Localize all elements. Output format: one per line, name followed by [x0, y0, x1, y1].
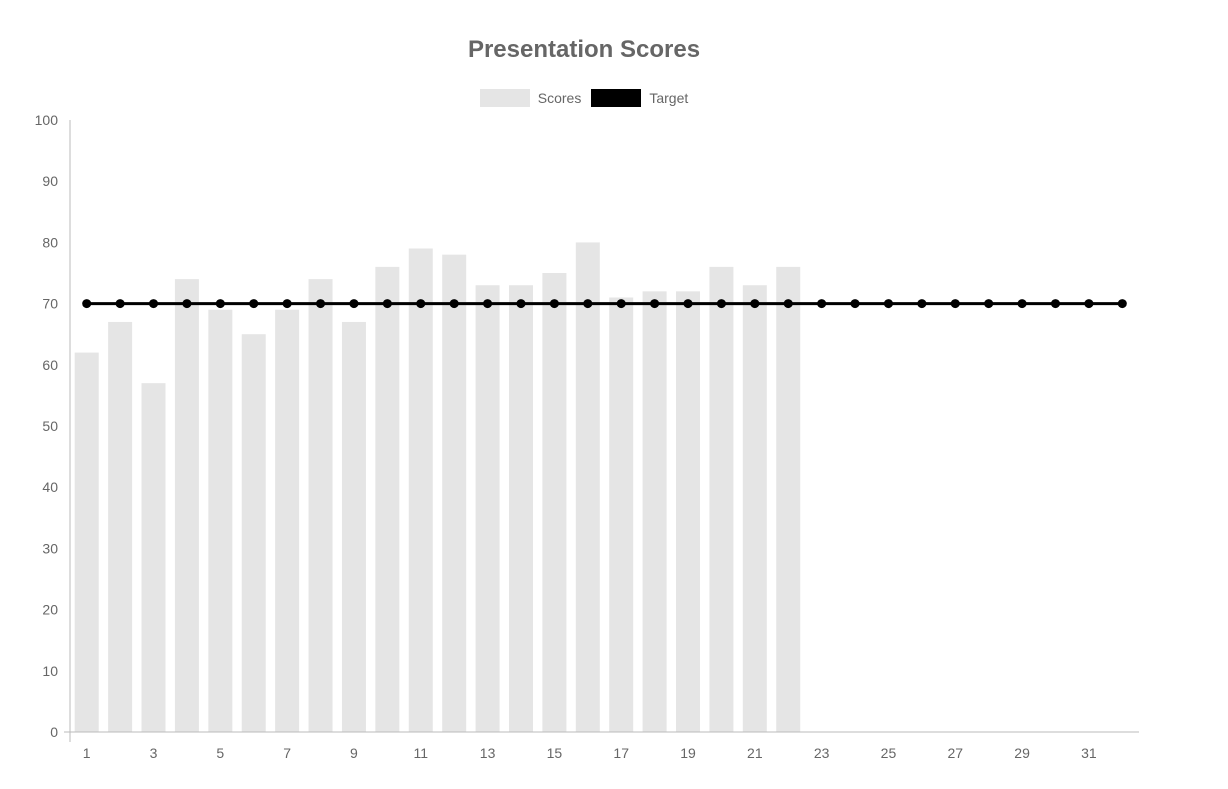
target-point	[282, 299, 292, 309]
legend-label-target: Target	[649, 90, 689, 106]
y-tick-label: 100	[35, 112, 59, 128]
x-tick-label: 21	[747, 745, 763, 761]
x-tick-label: 15	[547, 745, 563, 761]
legend-label-scores: Scores	[537, 90, 582, 106]
target-point	[149, 299, 159, 309]
score-bar	[174, 279, 199, 732]
x-tick-label: 29	[1014, 745, 1030, 761]
score-bar	[776, 266, 801, 732]
target-point	[549, 299, 559, 309]
score-bar	[508, 285, 533, 732]
legend-item-scores[interactable]: Scores	[479, 89, 582, 107]
y-tick-label: 80	[42, 234, 58, 250]
legend-swatch-scores	[479, 89, 530, 107]
x-axis-tick-labels: 1 3 5 7 9 11 13 15 17 19 21 23 25 27 29 31	[83, 745, 1097, 761]
x-tick-label: 31	[1081, 745, 1097, 761]
target-point	[616, 299, 626, 309]
x-tick-label: 17	[613, 745, 629, 761]
y-tick-label: 50	[42, 418, 58, 434]
axes	[64, 120, 1139, 742]
score-bar	[308, 279, 333, 732]
legend-swatch-target	[591, 89, 642, 107]
target-point	[716, 299, 726, 309]
target-point	[215, 299, 225, 309]
legend-item-target[interactable]: Target	[591, 89, 688, 107]
target-point	[1084, 299, 1094, 309]
target-point	[817, 299, 827, 309]
y-tick-label: 40	[42, 479, 58, 495]
target-point	[182, 299, 192, 309]
x-tick-label: 1	[83, 745, 91, 761]
target-point	[1117, 299, 1127, 309]
target-point	[516, 299, 526, 309]
y-tick-label: 90	[42, 173, 58, 189]
y-axis-tick-labels: 0 10 20 30 40 50 60 70 80 90 100	[35, 112, 59, 740]
score-bar	[408, 248, 433, 732]
score-bar	[241, 334, 266, 732]
x-tick-label: 27	[947, 745, 963, 761]
target-point	[382, 299, 392, 309]
target-point	[850, 299, 860, 309]
y-tick-label: 30	[42, 540, 58, 556]
score-bar	[108, 321, 133, 732]
target-point	[950, 299, 960, 309]
x-tick-label: 9	[350, 745, 358, 761]
target-point	[449, 299, 459, 309]
target-point	[917, 299, 927, 309]
score-bar	[742, 285, 767, 732]
target-point	[249, 299, 259, 309]
target-point	[650, 299, 660, 309]
target-point	[1050, 299, 1060, 309]
target-point	[883, 299, 893, 309]
score-bar	[642, 291, 667, 732]
score-bar	[542, 273, 567, 732]
score-bar	[275, 309, 300, 732]
target-point	[483, 299, 493, 309]
x-tick-label: 23	[814, 745, 830, 761]
x-tick-label: 3	[150, 745, 158, 761]
target-line-series	[82, 299, 1127, 309]
target-point	[416, 299, 426, 309]
score-bar	[609, 297, 634, 732]
target-point	[750, 299, 760, 309]
x-tick-label: 25	[881, 745, 897, 761]
y-tick-label: 20	[42, 602, 58, 618]
legend: Scores Target	[0, 89, 1168, 107]
x-tick-label: 5	[216, 745, 224, 761]
y-tick-label: 70	[42, 296, 58, 312]
target-point	[583, 299, 593, 309]
target-point	[115, 299, 125, 309]
y-tick-label: 0	[50, 724, 58, 740]
score-bar	[74, 352, 99, 732]
x-tick-label: 11	[413, 745, 428, 761]
score-bar	[575, 242, 600, 732]
x-tick-label: 19	[680, 745, 696, 761]
score-bar	[141, 383, 166, 732]
y-tick-label: 10	[42, 663, 58, 679]
target-point	[984, 299, 994, 309]
score-bar	[709, 266, 734, 732]
target-point	[316, 299, 326, 309]
x-tick-label: 13	[480, 745, 496, 761]
target-point	[683, 299, 693, 309]
score-bar	[442, 254, 467, 732]
target-point	[82, 299, 92, 309]
chart-title: Presentation Scores	[467, 36, 701, 63]
score-bar	[676, 291, 701, 732]
target-point	[349, 299, 359, 309]
score-bar	[375, 266, 400, 732]
target-point	[783, 299, 793, 309]
score-bars	[74, 242, 801, 732]
target-point	[1017, 299, 1027, 309]
score-bar	[208, 309, 233, 732]
x-tick-label: 7	[283, 745, 291, 761]
score-bar	[341, 321, 366, 732]
y-tick-label: 60	[42, 357, 58, 373]
score-bar	[475, 285, 500, 732]
